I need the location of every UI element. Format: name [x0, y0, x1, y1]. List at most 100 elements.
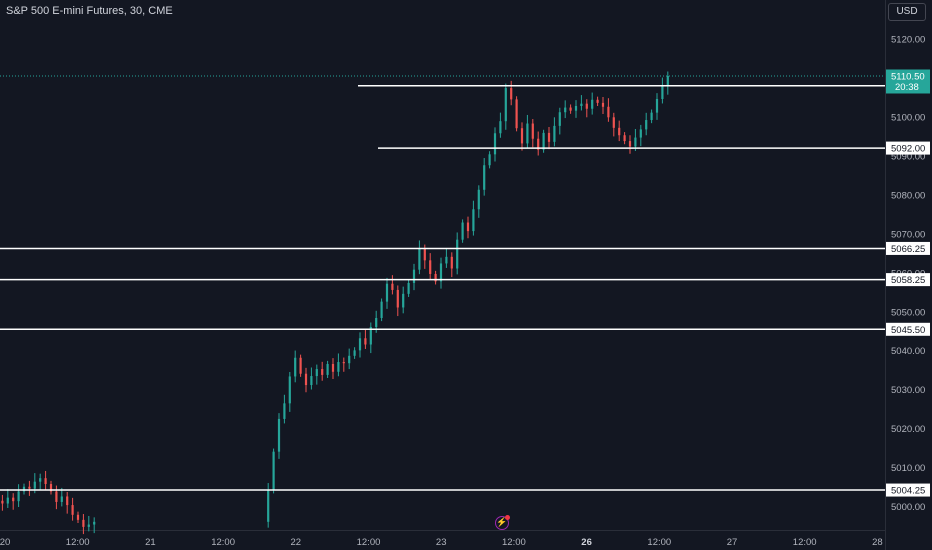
candle-body [542, 132, 545, 150]
candle-body [353, 350, 356, 356]
level-label: 5066.25 [891, 244, 925, 255]
horizontal-levels[interactable]: 5108.005092.005066.255058.255045.505004.… [0, 79, 930, 497]
currency-button[interactable]: USD [888, 3, 926, 21]
candle-body [39, 478, 42, 482]
level-label-bg [886, 273, 930, 287]
candle-body [55, 491, 58, 502]
candle-body [574, 106, 578, 111]
candle-body [87, 524, 90, 527]
candle-body [76, 514, 80, 520]
current-price-marker: 5110.5020:38 [0, 69, 930, 94]
candle-body [628, 141, 632, 147]
time-axis[interactable]: 20 12:00 21 12:00 22 12:00 23 12:00 26 12:00 27 12:… [0, 537, 883, 548]
candle-body [564, 107, 567, 113]
candle-body [553, 125, 556, 142]
candle-body [1, 500, 4, 504]
candle-body [445, 256, 448, 264]
candle-body [66, 496, 69, 506]
candle-body [623, 135, 626, 142]
candle-body [33, 481, 36, 489]
candle-body [418, 249, 421, 270]
candle-body [407, 282, 410, 294]
price-tick-label: 5020.00 [891, 424, 925, 435]
price-tick-label: 5100.00 [891, 112, 925, 123]
candle-body [299, 357, 302, 374]
candle-body [461, 222, 464, 240]
candle-body [93, 521, 96, 525]
candle-body [472, 209, 475, 232]
candle-body [537, 138, 540, 150]
notification-dot [505, 515, 510, 520]
candle-body [612, 117, 615, 128]
candle-body [558, 112, 561, 126]
level-label-bg [886, 241, 930, 255]
candle-body [607, 106, 610, 118]
candle-body [364, 338, 367, 345]
candle-body [6, 497, 9, 504]
level-label: 5004.25 [891, 486, 925, 497]
level-label: 5092.00 [891, 144, 925, 155]
time-tick-label: 20 [0, 537, 10, 548]
candle-body [337, 362, 340, 372]
time-tick-label: 23 [436, 537, 447, 548]
candle-body [22, 486, 26, 492]
candle-body [12, 497, 15, 502]
candle-body [618, 127, 621, 136]
time-tick-label: 12:00 [793, 537, 817, 548]
time-tick-label: 12:00 [66, 537, 90, 548]
candle-body [385, 283, 389, 302]
price-tick-label: 5120.00 [891, 34, 925, 45]
bar-countdown-label: 20:38 [895, 82, 919, 93]
candle-body [326, 363, 329, 375]
candle-body [28, 486, 31, 489]
candle-body [294, 357, 297, 377]
flash-icon[interactable]: ⚡ [495, 516, 509, 530]
candle-body [655, 98, 659, 113]
level-label: 5058.25 [891, 275, 925, 286]
candle-body [493, 133, 497, 155]
time-tick-label: 22 [291, 537, 302, 548]
candle-body [375, 318, 378, 327]
time-tick-label: 27 [727, 537, 738, 548]
time-tick-label: 12:00 [502, 537, 526, 548]
candle-body [580, 103, 583, 106]
candle-body [402, 293, 405, 308]
candle-body [277, 418, 281, 452]
level-label-bg [886, 141, 930, 155]
candle-body [315, 369, 318, 377]
candle-body [515, 99, 518, 129]
candles [1, 71, 669, 535]
candle-body [661, 86, 664, 99]
candle-body [439, 263, 443, 282]
price-tick-label: 5010.00 [891, 463, 925, 474]
candle-body [466, 222, 470, 232]
candle-body [645, 120, 648, 130]
current-price-label: 5110.50 [891, 71, 925, 82]
candle-body [488, 154, 491, 166]
level-label-bg [886, 322, 930, 336]
candle-body [17, 491, 20, 502]
candle-body [639, 129, 642, 138]
candle-body [477, 189, 480, 210]
candle-body [331, 363, 335, 372]
candle-body [412, 269, 416, 283]
candle-body [591, 99, 594, 109]
candle-body [369, 326, 372, 345]
candle-body [304, 373, 308, 386]
price-tick-label: 5030.00 [891, 385, 925, 396]
candle-body [510, 88, 513, 100]
candle-body [49, 484, 53, 492]
candle-body [526, 123, 529, 144]
candle-body [666, 75, 669, 87]
candle-body [569, 107, 572, 111]
candle-body [283, 403, 286, 419]
candle-body [520, 128, 524, 144]
candle-body [267, 490, 270, 522]
symbol-title[interactable]: S&P 500 E-mini Futures, 30, CME [6, 5, 173, 17]
price-tick-label: 5090.00 [891, 151, 925, 162]
candle-body [391, 283, 394, 290]
price-tick-label: 5070.00 [891, 229, 925, 240]
time-tick-label: 26 [581, 537, 592, 548]
